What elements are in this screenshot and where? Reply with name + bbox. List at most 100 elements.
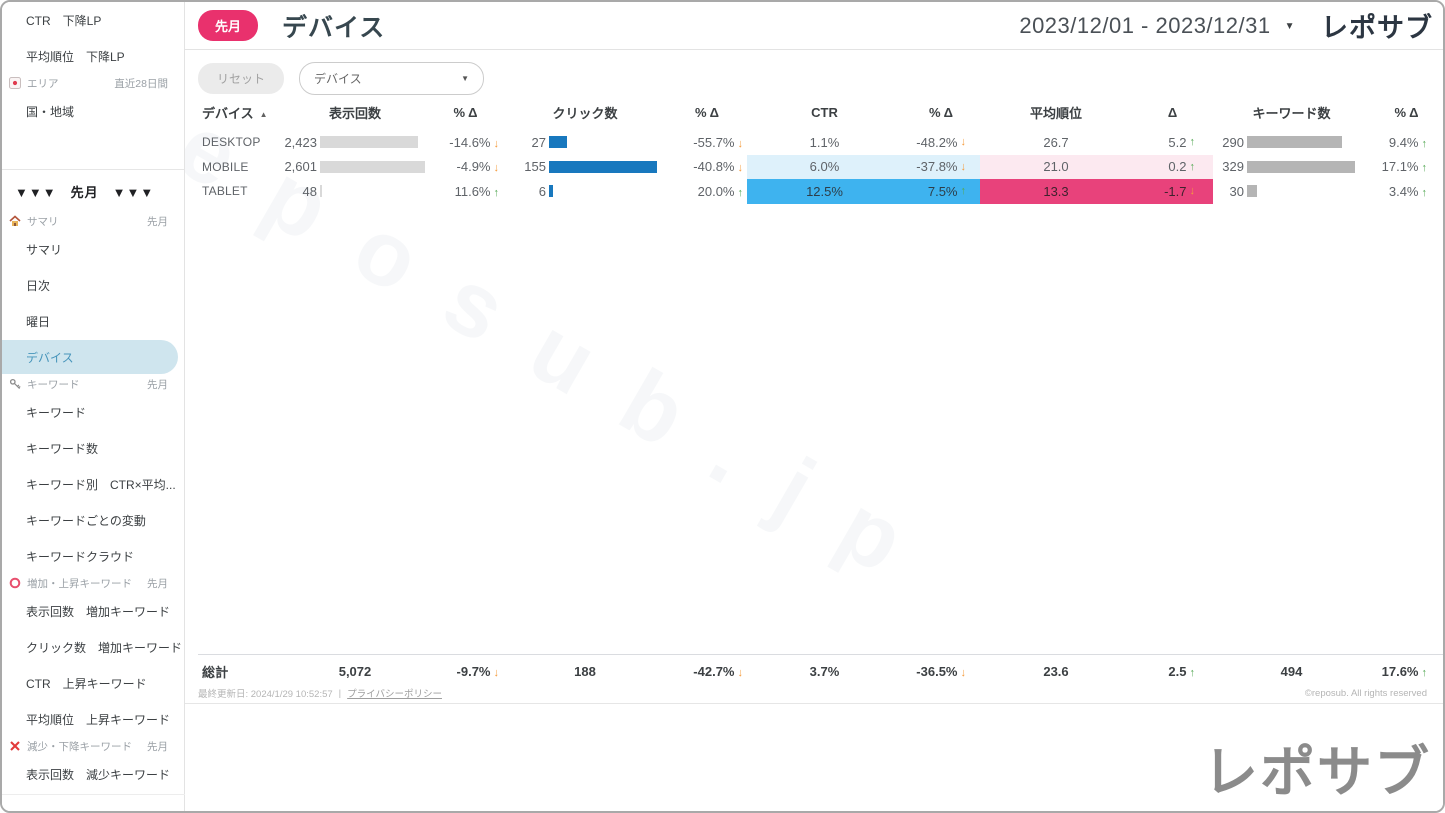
- clicks-delta-cell: 20.0% ↑: [697, 183, 744, 199]
- sidebar-item-summary[interactable]: サマリ: [26, 242, 63, 257]
- column-header-clicks[interactable]: クリック数: [552, 106, 618, 121]
- up-arrow-icon: ↑: [1421, 666, 1428, 679]
- impressions-bar: [320, 185, 323, 198]
- filter-toolbar: リセット デバイス ▼: [198, 62, 1443, 95]
- impressions-bar: [320, 136, 418, 149]
- position-delta-cell: 0.2 ↑: [1132, 154, 1213, 180]
- up-arrow-icon: ↑: [960, 185, 967, 198]
- ctr-cell: 12.5%: [747, 179, 902, 204]
- map-icon: [9, 77, 22, 90]
- up-arrow-icon: ↑: [1189, 160, 1196, 173]
- sidebar-item-device[interactable]: デバイス: [2, 340, 178, 374]
- down-arrow-icon: ↓: [493, 162, 500, 175]
- keywords-bar: [1247, 160, 1355, 173]
- down-arrow-icon: ↓: [960, 160, 967, 173]
- avg-position-cell: 21.0: [980, 154, 1132, 180]
- column-header-clicks-delta[interactable]: % Δ: [694, 105, 720, 120]
- sidebar-item-ctr-up[interactable]: CTR 上昇キーワード: [26, 676, 147, 691]
- sidebar-section-label: キーワード: [27, 379, 80, 391]
- section-divider: [185, 703, 1443, 704]
- totals-ctr: 3.7%: [809, 663, 840, 679]
- sidebar-item-avgpos-up[interactable]: 平均順位 上昇キーワード: [26, 712, 171, 727]
- x-icon: [9, 740, 22, 753]
- chevron-down-icon: ▼: [1284, 21, 1295, 32]
- date-range-picker[interactable]: 2023/12/01 - 2023/12/31 ▼: [1019, 13, 1321, 39]
- reset-button[interactable]: リセット: [198, 63, 285, 94]
- device-table: デバイス ▲ 表示回数 % Δ クリック数 % Δ CTR % Δ 平均順位 Δ …: [198, 100, 1443, 204]
- impressions-cell: 2,423: [282, 130, 428, 155]
- sidebar-item-weekday[interactable]: 曜日: [26, 314, 51, 329]
- impressions-delta-cell: -4.9% ↓: [456, 159, 500, 175]
- sidebar-section-period: 先月: [147, 216, 168, 228]
- position-delta-cell: -1.7 ↓: [1132, 179, 1213, 204]
- totals-impressions-delta: -9.7% ↓: [456, 663, 499, 679]
- keywords-delta-cell: 17.1% ↑: [1381, 159, 1427, 175]
- clicks-cell: 27: [503, 130, 667, 155]
- ctr-cell: 6.0%: [747, 154, 902, 180]
- up-arrow-icon: ↑: [737, 186, 744, 199]
- impressions-delta-cell: -14.6% ↓: [449, 134, 500, 150]
- sidebar-item-clicks-increase[interactable]: クリック数 増加キーワード: [26, 640, 183, 655]
- totals-keywords-delta: 17.6% ↑: [1381, 663, 1428, 679]
- up-arrow-icon: ↑: [1189, 666, 1196, 679]
- column-header-impressions-delta[interactable]: % Δ: [453, 105, 478, 120]
- privacy-policy-link[interactable]: プライバシーポリシー: [347, 689, 442, 700]
- sidebar-item-keyword-cloud[interactable]: キーワードクラウド: [26, 549, 135, 564]
- device-filter-dropdown[interactable]: デバイス ▼: [299, 62, 485, 95]
- column-header-keywords-delta[interactable]: % Δ: [1394, 105, 1419, 120]
- totals-section: 総計 5,072 -9.7% ↓ 188 -42.7% ↓ 3.7% -36.5% ↓…: [198, 654, 1443, 684]
- column-header-ctr-delta[interactable]: % Δ: [928, 105, 954, 120]
- period-badge: 先月: [198, 10, 259, 41]
- down-arrow-icon: ↓: [493, 137, 500, 150]
- impressions-delta-cell: 11.6% ↑: [454, 183, 499, 199]
- down-arrow-icon: ↓: [1189, 185, 1196, 198]
- chevron-down-icon: ▼: [461, 74, 470, 83]
- sidebar-heading-last-month: ▼▼▼ 先月 ▼▼▼: [15, 184, 155, 200]
- clicks-delta-cell: -40.8% ↓: [693, 159, 744, 175]
- impressions-bar: [320, 160, 425, 173]
- sidebar-item-daily[interactable]: 日次: [26, 278, 51, 293]
- totals-keywords: 494: [1280, 663, 1303, 679]
- sidebar-divider: [2, 169, 184, 170]
- down-arrow-icon: ↓: [960, 666, 967, 679]
- column-header-ctr[interactable]: CTR: [811, 105, 838, 120]
- app-logo: レポサブ: [1321, 13, 1433, 43]
- avg-position-cell: 26.7: [1043, 134, 1069, 150]
- column-header-impressions[interactable]: 表示回数: [328, 106, 381, 121]
- sidebar-section-decrease: 減少・下降キーワード 先月: [2, 737, 184, 756]
- down-arrow-icon: ↓: [737, 162, 744, 175]
- keywords-bar: [1247, 136, 1343, 149]
- column-header-avg-position[interactable]: 平均順位: [1029, 106, 1082, 121]
- sidebar-item-impressions-increase[interactable]: 表示回数 増加キーワード: [26, 604, 171, 619]
- sidebar-item-keyword-count[interactable]: キーワード数: [26, 441, 99, 456]
- sidebar-item-impressions-decrease[interactable]: 表示回数 減少キーワード: [26, 767, 171, 782]
- impressions-cell: 48: [282, 179, 428, 204]
- up-arrow-icon: ↑: [1421, 186, 1428, 199]
- column-header-keywords[interactable]: キーワード数: [1252, 106, 1331, 121]
- column-header-position-delta[interactable]: Δ: [1167, 105, 1178, 120]
- device-filter-label: デバイス: [314, 72, 362, 86]
- sidebar-item-keyword-change[interactable]: キーワードごとの変動: [26, 513, 146, 528]
- sidebar-item-country[interactable]: 国・地域: [26, 104, 75, 119]
- ctr-delta-cell: -48.2% ↓: [916, 134, 966, 150]
- sidebar-item-avgpos-down-lp[interactable]: 平均順位 下降LP: [26, 49, 125, 64]
- sort-asc-icon: ▲: [259, 110, 268, 119]
- sidebar-section-label: 増加・上昇キーワード: [27, 578, 132, 590]
- page-header: 先月 デバイス 2023/12/01 - 2023/12/31 ▼ レポサブ: [185, 2, 1443, 50]
- brand-logo-large: レポサブ: [1202, 741, 1431, 803]
- sidebar-item-keyword-ctr-avg[interactable]: キーワード別 CTR×平均...: [26, 477, 176, 492]
- last-updated-text: 最終更新日: 2024/1/29 10:52:57: [198, 689, 333, 700]
- totals-row: 総計 5,072 -9.7% ↓ 188 -42.7% ↓ 3.7% -36.5% ↓…: [198, 658, 1443, 684]
- ctr-delta-cell: 7.5% ↑: [902, 179, 980, 204]
- column-header-device[interactable]: デバイス ▲: [202, 106, 268, 121]
- keywords-delta-cell: 9.4% ↑: [1388, 134, 1427, 150]
- up-arrow-icon: ↑: [1189, 136, 1196, 149]
- sidebar-item-ctr-down-lp[interactable]: CTR 下降LP: [26, 13, 102, 28]
- keywords-delta-cell: 3.4% ↑: [1388, 183, 1428, 199]
- ctr-delta-cell: -37.8% ↓: [902, 154, 980, 180]
- sidebar-section-period: 先月: [147, 741, 168, 753]
- keywords-bar: [1247, 185, 1257, 198]
- sidebar-item-keyword[interactable]: キーワード: [26, 405, 87, 420]
- key-icon: [9, 378, 22, 391]
